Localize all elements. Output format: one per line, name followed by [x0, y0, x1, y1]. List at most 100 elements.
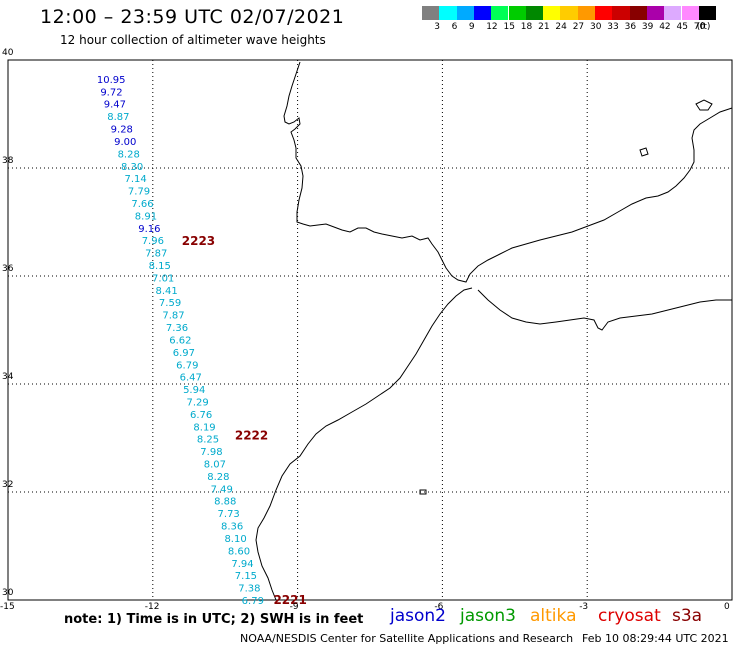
wave-height-value: 7.87: [162, 311, 184, 322]
wave-height-value: 9.16: [138, 224, 160, 235]
wave-height-value: 6.79: [176, 360, 198, 371]
wave-height-value: 7.29: [187, 397, 209, 408]
wave-height-value: 8.25: [197, 435, 219, 446]
colorbar-label: 9: [468, 22, 475, 32]
lon-tick-label: -3: [579, 602, 589, 612]
satellite-legend-cryosat: cryosat: [598, 606, 661, 626]
wave-height-value: 8.88: [214, 497, 236, 508]
colorbar-label: 45: [676, 22, 688, 32]
colorbar-label: 36: [624, 22, 637, 32]
coastline: [255, 61, 733, 601]
colorbar-swatch: [646, 6, 665, 20]
wave-height-value: 7.79: [128, 187, 150, 198]
lat-tick-label: 40: [2, 48, 14, 58]
wave-height-value: 7.59: [159, 298, 181, 309]
map-title: 12:00 – 23:59 UTC 02/07/2021: [40, 6, 345, 28]
colorbar-label: 70: [693, 22, 706, 32]
colorbar-swatch: [629, 6, 647, 20]
wave-height-value: 9.72: [100, 87, 122, 98]
wave-height-value: 6.97: [173, 348, 195, 359]
wave-height-value: 7.73: [218, 509, 240, 520]
colorbar-swatch: [577, 6, 595, 20]
pass-labels: 2223 2222 2221: [182, 234, 307, 607]
lat-tick-label: 32: [2, 480, 14, 490]
colorbar-label: 42: [659, 22, 671, 32]
colorbar-swatch: [439, 6, 457, 20]
pass-number-label: 2222: [235, 428, 268, 442]
wave-height-value: 7.96: [142, 236, 164, 247]
satellite-legend-s3a: s3a: [672, 606, 703, 626]
lat-tick-label: 34: [2, 372, 14, 382]
satellite-legend-jason3: jason3: [460, 606, 516, 626]
map-subtitle: 12 hour collection of altimeter wave hei…: [60, 33, 326, 47]
wave-height-value: 9.47: [104, 100, 126, 111]
colorbar-swatch: [525, 6, 544, 20]
colorbar-swatch: [560, 6, 578, 20]
wave-height-value: 9.00: [114, 137, 136, 148]
colorbar-label: 33: [607, 22, 619, 32]
colorbar-swatch: [664, 6, 682, 20]
lat-tick-label: 30: [2, 588, 14, 598]
wave-height-value: 7.87: [145, 249, 167, 260]
wave-height-value: 8.91: [135, 211, 157, 222]
wave-height-value: 6.79: [242, 596, 264, 607]
altimeter-track: 10.959.729.478.879.289.008.288.307.147.7…: [97, 75, 264, 607]
colorbar-swatch: [508, 6, 526, 20]
colorbar-swatch: [456, 6, 474, 20]
colorbar-label: 39: [641, 22, 654, 32]
wave-height-value: 8.28: [118, 149, 140, 160]
colorbar-swatch: [491, 6, 509, 20]
lon-tick-label: 0: [724, 602, 730, 612]
lat-tick-label: 38: [2, 156, 14, 166]
satellite-legend-altika: altika: [530, 606, 577, 626]
colorbar-label: (ft): [696, 22, 711, 32]
wave-height-value: 8.15: [149, 261, 171, 272]
wave-height-value: 7.66: [131, 199, 153, 210]
map-frame: [7, 59, 733, 601]
colorbar-label: 12: [486, 22, 498, 32]
wave-height-value: 8.41: [155, 286, 177, 297]
lat-lon-grid: [8, 60, 732, 600]
colorbar-swatch: [595, 6, 613, 20]
wave-height-value: 8.28: [207, 472, 229, 483]
credit-text: NOAA/NESDIS Center for Satellite Applica…: [240, 632, 574, 645]
colorbar-swatch: [612, 6, 630, 20]
wave-height-value: 7.14: [124, 174, 146, 185]
timestamp-text: Feb 10 08:29:44 UTC 2021: [582, 632, 729, 645]
lon-tick-label: -12: [144, 602, 160, 612]
colorbar-label: 21: [538, 22, 550, 32]
coastline-africa: [255, 287, 473, 601]
colorbar-swatch: [543, 6, 561, 20]
wave-height-value: 10.95: [97, 75, 126, 86]
wave-height-value: 7.38: [238, 584, 260, 595]
colorbar-swatch: [698, 6, 717, 20]
wave-height-value: 7.98: [200, 447, 222, 458]
satellite-legend-jason2: jason2: [390, 606, 446, 626]
coastline-north-africa: [477, 289, 732, 331]
wave-height-value: 7.49: [211, 484, 233, 495]
pass-number-label: 2223: [182, 234, 215, 248]
wave-height-value: 8.07: [204, 460, 226, 471]
island-ibiza: [639, 147, 649, 157]
island-mallorca: [695, 99, 713, 111]
note-text: note: 1) Time is in UTC; 2) SWH is in fe…: [64, 612, 364, 627]
colorbar-label: 15: [503, 22, 515, 32]
wave-height-value: 7.01: [152, 273, 174, 284]
colorbar-swatch: [681, 6, 699, 20]
lon-tick-label: -15: [0, 602, 15, 612]
colorbar-label: 3: [434, 22, 441, 32]
wave-height-value: 8.30: [121, 162, 143, 173]
colorbar-swatch: [422, 6, 440, 20]
wave-height-value: 8.87: [107, 112, 129, 123]
coastline-portugal: [283, 61, 733, 283]
wave-height-value: 9.28: [111, 125, 133, 136]
lon-tick-label: -6: [434, 602, 444, 612]
lon-tick-label: -9: [289, 602, 299, 612]
wave-height-value: 7.15: [235, 571, 257, 582]
colorbar-label: 24: [555, 22, 567, 32]
wave-height-value: 5.94: [183, 385, 205, 396]
wave-height-value: 7.94: [231, 559, 253, 570]
colorbar-label: 18: [520, 22, 533, 32]
island-madeira: [419, 489, 427, 495]
